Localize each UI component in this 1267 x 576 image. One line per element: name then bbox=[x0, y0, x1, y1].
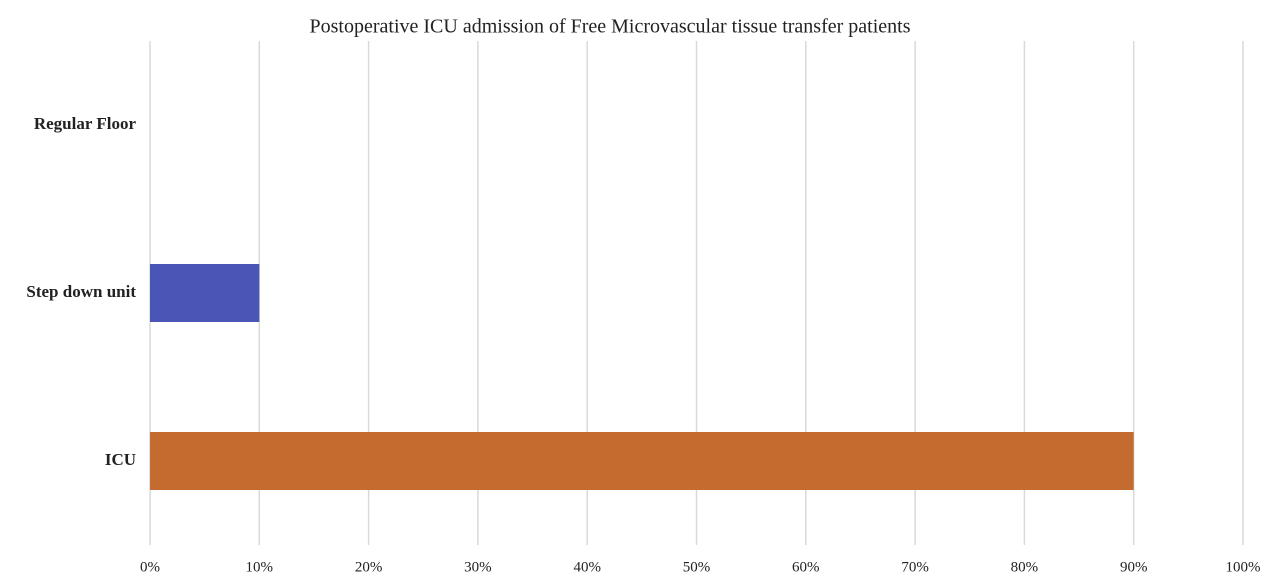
chart-title: Postoperative ICU admission of Free Micr… bbox=[310, 16, 911, 38]
x-tick-label: 100% bbox=[1226, 559, 1261, 575]
y-tick-label: Regular Floor bbox=[34, 114, 137, 133]
y-tick-label: Step down unit bbox=[26, 282, 136, 301]
x-tick-label: 0% bbox=[140, 559, 160, 575]
y-tick-label: ICU bbox=[105, 450, 136, 469]
x-tick-label: 30% bbox=[464, 559, 492, 575]
x-tick-label: 80% bbox=[1011, 559, 1039, 575]
x-tick-label: 50% bbox=[683, 559, 711, 575]
x-tick-label: 70% bbox=[901, 559, 929, 575]
x-tick-label: 20% bbox=[355, 559, 383, 575]
bar bbox=[150, 264, 260, 322]
x-tick-label: 60% bbox=[792, 559, 820, 575]
x-tick-label: 40% bbox=[573, 559, 601, 575]
bar bbox=[150, 432, 1134, 490]
x-tick-label: 90% bbox=[1120, 559, 1148, 575]
x-tick-label: 10% bbox=[246, 559, 274, 575]
